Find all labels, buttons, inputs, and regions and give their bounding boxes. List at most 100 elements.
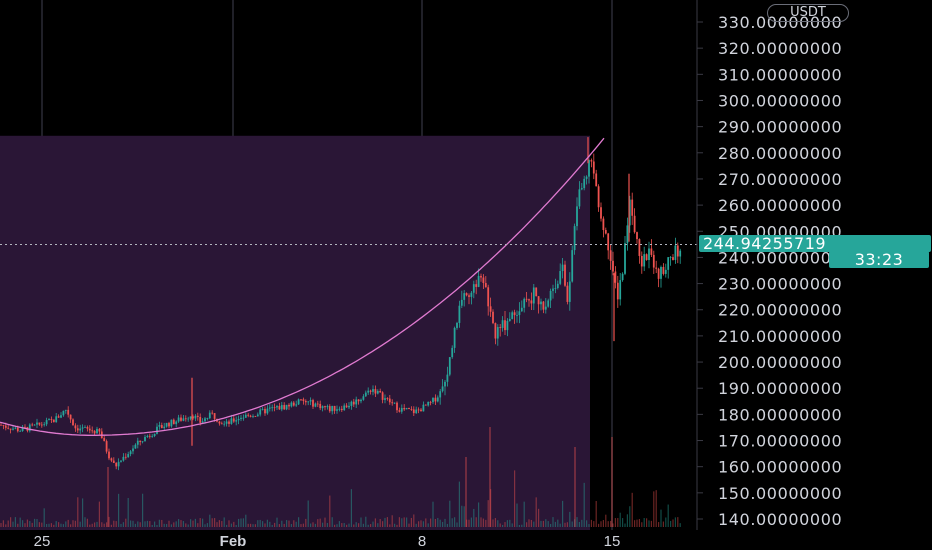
currency-label[interactable]: USDT xyxy=(767,4,849,22)
candle-body xyxy=(208,412,211,419)
candle-body xyxy=(364,392,367,397)
candle-body xyxy=(621,273,624,281)
candle-body xyxy=(43,424,46,426)
candle-body xyxy=(444,381,446,387)
candle-body xyxy=(60,415,62,418)
candle-body xyxy=(264,409,266,414)
candle-body xyxy=(477,275,480,287)
candle-body xyxy=(660,266,662,279)
volume-bar xyxy=(475,517,477,527)
candle-body xyxy=(307,401,310,403)
candle-body xyxy=(662,266,665,274)
volume-bar xyxy=(305,518,307,527)
candle-body xyxy=(396,402,398,411)
volume-bar xyxy=(36,519,38,527)
candle-body xyxy=(175,421,178,425)
volume-bar xyxy=(662,521,664,527)
volume-bar xyxy=(336,524,338,527)
volume-bar xyxy=(192,520,194,527)
candle-body xyxy=(379,391,382,393)
candle-body xyxy=(120,460,122,462)
candle-body xyxy=(508,318,511,321)
candle-body xyxy=(242,417,245,419)
volume-bar xyxy=(422,521,424,527)
volume-bar xyxy=(331,517,333,527)
candle-body xyxy=(228,421,230,424)
last-price-tag: 244.94255719 xyxy=(699,235,931,253)
candle-body xyxy=(12,428,14,430)
candle-body xyxy=(84,427,86,428)
candle-body xyxy=(679,250,682,257)
candle-body xyxy=(110,458,113,461)
volume-bar xyxy=(626,514,628,527)
volume-bar xyxy=(317,519,319,527)
volume-bar xyxy=(374,518,376,527)
candle-body xyxy=(50,419,53,420)
volume-bar xyxy=(571,521,573,527)
volume-bar xyxy=(538,508,540,527)
candle-body xyxy=(612,260,614,272)
volume-bar xyxy=(295,521,297,527)
volume-bar xyxy=(324,517,326,527)
volume-bar xyxy=(14,517,16,527)
volume-bar xyxy=(398,517,400,527)
volume-bar xyxy=(245,514,247,527)
volume-bar xyxy=(173,522,175,527)
volume-bar xyxy=(514,470,516,527)
volume-bar xyxy=(254,524,256,527)
volume-bar xyxy=(454,517,456,527)
volume-bar xyxy=(367,524,369,527)
candle-body xyxy=(40,424,43,426)
candle-body xyxy=(273,407,276,409)
candle-body xyxy=(657,268,660,279)
volume-bar xyxy=(610,520,612,527)
candle-body xyxy=(561,264,564,272)
candle-body xyxy=(518,311,521,316)
candle-body xyxy=(300,399,302,401)
price-tick-label: 140.00000000 xyxy=(718,510,842,529)
price-tick-label: 220.00000000 xyxy=(718,301,842,320)
candle-body xyxy=(28,424,31,431)
volume-bar xyxy=(545,519,547,527)
volume-bar xyxy=(7,520,9,527)
candle-body xyxy=(648,248,650,260)
candle-body xyxy=(564,264,566,286)
candle-body xyxy=(326,406,329,408)
candle-body xyxy=(573,226,576,251)
candle-body xyxy=(504,320,506,331)
volume-bar xyxy=(439,519,441,527)
volume-bar xyxy=(646,518,648,527)
candle-body xyxy=(468,295,470,297)
candle-body xyxy=(386,398,389,400)
candle-body xyxy=(297,399,300,405)
candle-body xyxy=(72,419,74,426)
candle-body xyxy=(67,409,70,415)
candle-body xyxy=(4,425,7,428)
volume-bar xyxy=(358,523,360,527)
candle-body xyxy=(62,410,65,416)
volume-bar xyxy=(504,522,506,527)
candle-body xyxy=(600,207,602,219)
volume-bar xyxy=(5,524,7,527)
candle-body xyxy=(597,186,600,208)
candle-body xyxy=(189,416,192,419)
candle-body xyxy=(141,441,144,443)
candle-body xyxy=(285,404,288,410)
volume-bar xyxy=(139,522,141,527)
candle-body xyxy=(532,287,535,304)
volume-bar xyxy=(362,523,364,527)
volume-bar xyxy=(629,506,631,527)
volume-bar xyxy=(605,514,607,527)
candle-body xyxy=(628,199,631,226)
candle-body xyxy=(674,245,677,260)
volume-bar xyxy=(12,521,14,527)
volume-bar xyxy=(298,517,300,527)
volume-bar xyxy=(619,512,621,527)
volume-bar xyxy=(108,516,110,527)
candle-body xyxy=(650,248,653,255)
volume-bar xyxy=(588,524,590,527)
volume-bar xyxy=(617,518,619,527)
candle-body xyxy=(578,189,581,207)
volume-bar xyxy=(269,521,271,527)
